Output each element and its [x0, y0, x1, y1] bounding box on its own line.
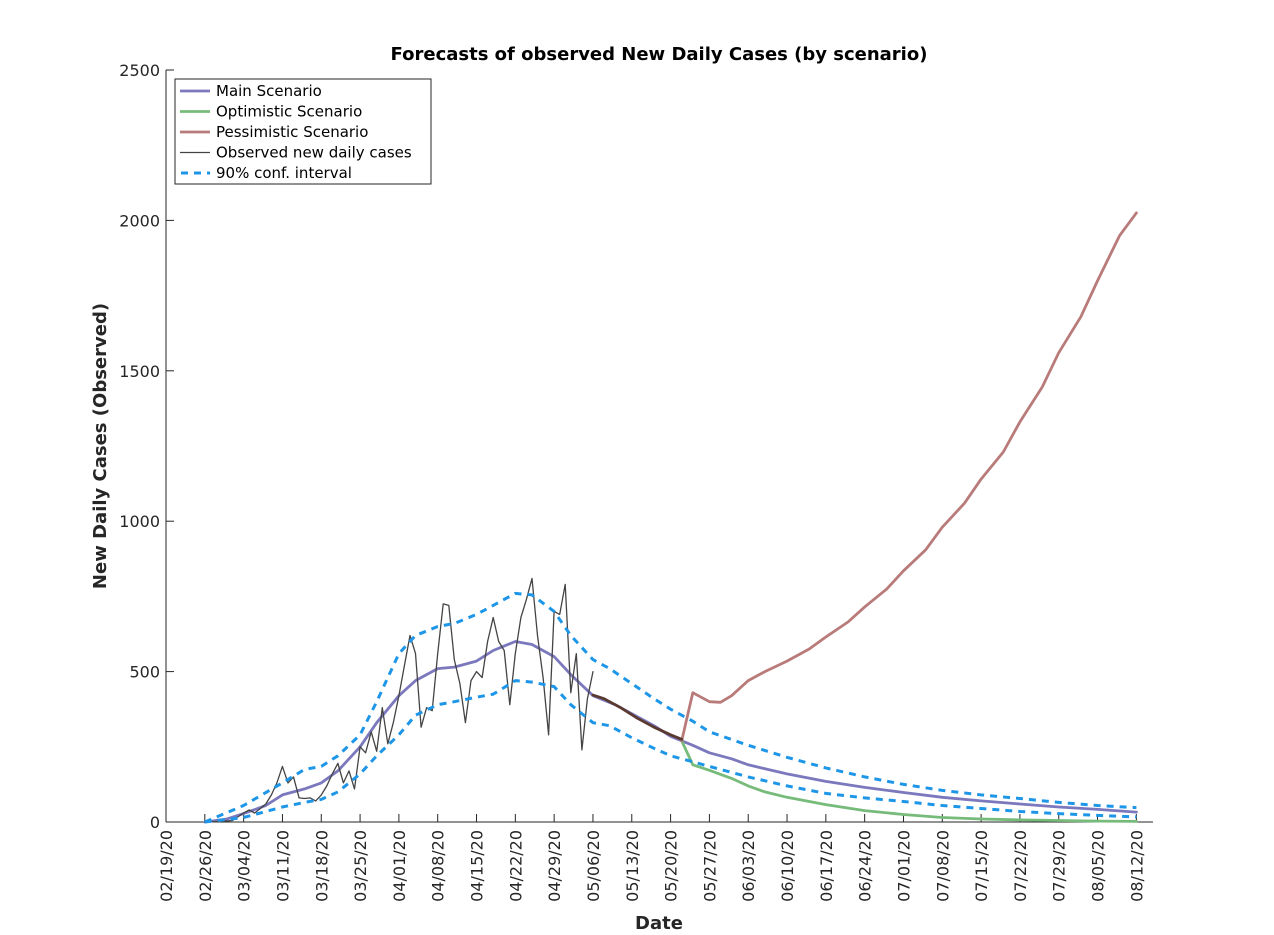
x-tick-label: 05/06/20 [584, 830, 603, 902]
y-tick-label: 1500 [119, 362, 160, 381]
series-line-3 [204, 577, 594, 823]
x-tick-label: 06/17/20 [817, 830, 836, 902]
legend-label: 90% conf. interval [216, 164, 352, 182]
series-line-6 [591, 693, 684, 741]
series-line-5 [204, 679, 1137, 824]
x-axis-label: Date [635, 913, 683, 934]
y-tick-label: 1000 [119, 512, 160, 531]
axes-box [166, 70, 1153, 822]
series-line-1 [680, 739, 1138, 823]
legend-label: Pessimistic Scenario [216, 123, 368, 141]
x-tick-label: 08/12/20 [1127, 830, 1146, 902]
y-tick-label: 0 [150, 813, 160, 832]
x-tick-label: 03/18/20 [312, 830, 331, 902]
x-tick-label: 07/08/20 [933, 830, 952, 902]
x-tick-label: 04/29/20 [545, 830, 564, 902]
x-tick-label: 07/29/20 [1050, 830, 1069, 902]
x-tick-label: 04/15/20 [468, 830, 487, 902]
legend-label: Main Scenario [216, 82, 322, 100]
x-tick-label: 03/04/20 [235, 830, 254, 902]
x-tick-label: 05/27/20 [700, 830, 719, 902]
legend-box [174, 78, 432, 185]
x-tick-label: 06/10/20 [778, 830, 797, 902]
y-tick-label: 500 [129, 663, 160, 682]
legend-label: Optimistic Scenario [216, 103, 362, 121]
series-line-2 [680, 211, 1138, 743]
y-tick-label: 2000 [119, 211, 160, 230]
x-tick-label: 04/08/20 [429, 830, 448, 902]
x-tick-label: 02/26/20 [196, 830, 215, 902]
x-tick-label: 05/20/20 [662, 830, 681, 902]
x-tick-label: 07/15/20 [972, 830, 991, 902]
x-tick-label: 02/19/20 [157, 830, 176, 902]
x-tick-label: 03/25/20 [351, 830, 370, 902]
x-ticks: 02/19/20 02/26/20 03/04/20 03/11/20 03/18/20… [157, 814, 1146, 902]
y-tick-label: 2500 [119, 61, 160, 80]
x-tick-label: 07/22/20 [1011, 830, 1030, 902]
chart-title: Forecasts of observed New Daily Cases (b… [391, 44, 928, 65]
x-tick-label: 04/22/20 [506, 830, 525, 902]
y-ticks: 0 500 1000 1500 2000 2500 [119, 61, 174, 832]
x-tick-label: 08/05/20 [1089, 830, 1108, 902]
x-tick-label: 07/01/20 [894, 830, 913, 902]
series-line-4 [204, 591, 1137, 824]
series-layer [203, 211, 1138, 824]
x-tick-label: 03/11/20 [273, 830, 292, 902]
y-axis-label: New Daily Cases (Observed) [90, 303, 111, 589]
plot-area [165, 70, 1153, 823]
x-tick-label: 06/24/20 [856, 830, 875, 902]
x-tick-label: 04/01/20 [390, 830, 409, 902]
legend-label: Observed new daily cases [216, 144, 412, 162]
x-tick-label: 06/03/20 [739, 830, 758, 902]
x-tick-label: 05/13/20 [623, 830, 642, 902]
series-line-0 [203, 640, 1138, 824]
legend: Main Scenario Optimistic Scenario Pessimis… [174, 78, 432, 185]
